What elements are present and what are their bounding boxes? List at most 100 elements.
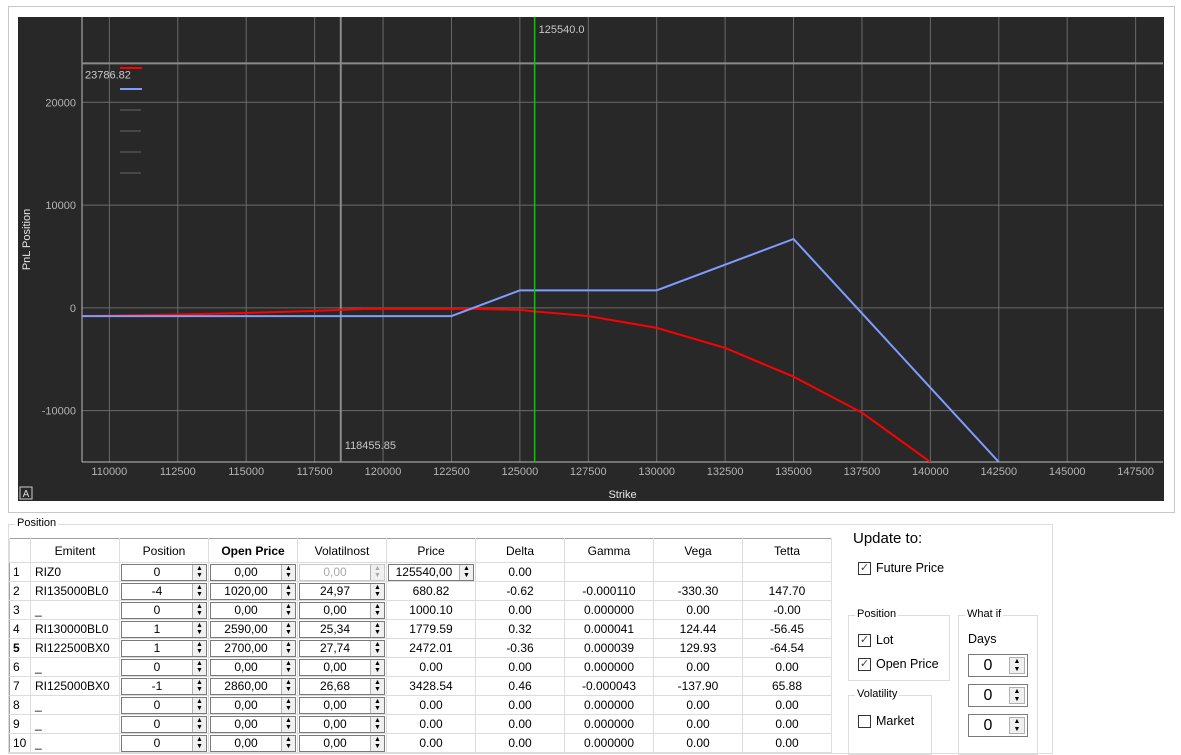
open_price-spinner[interactable]: 0,00 ▲ ▼ <box>210 734 296 752</box>
spin-arrows-icon[interactable]: ▲ ▼ <box>281 602 295 618</box>
open_price-spinner[interactable]: 0,00 ▲ ▼ <box>210 563 296 581</box>
open_price-spinner[interactable]: 0,00 ▲ ▼ <box>210 715 296 733</box>
spin-arrows-icon[interactable]: ▲ ▼ <box>281 640 295 656</box>
open_price-spinner[interactable]: 2700,00 ▲ ▼ <box>210 639 296 657</box>
open_price-spinner[interactable]: 0,00 ▲ ▼ <box>210 601 296 619</box>
column-header[interactable]: Gamma <box>564 538 654 563</box>
table-row[interactable]: 6 _ 0 ▲ ▼ 0,00 ▲ ▼ 0,00 ▲ ▼ 0.00 0.00 0.000000 0.00 0.0… <box>9 657 832 677</box>
vol-spinner[interactable]: 27,74 ▲ ▼ <box>299 639 385 657</box>
spin-arrows-icon[interactable]: ▲ ▼ <box>192 678 206 694</box>
whatif-days-spinner[interactable]: 0 ▲ ▼ <box>968 654 1028 677</box>
cell-position: 0 ▲ ▼ <box>119 714 209 734</box>
table-row[interactable]: 3 _ 0 ▲ ▼ 0,00 ▲ ▼ 0,00 ▲ ▼ 1000.10 0.00 0.000000 0.00… <box>9 600 832 620</box>
vol-spinner[interactable]: 0,00 ▲ ▼ <box>299 715 385 733</box>
whatif-spinner-3[interactable]: 0 ▲ ▼ <box>968 714 1028 737</box>
cell-delta: 0.00 <box>475 562 565 582</box>
spin-arrows-icon[interactable]: ▲ ▼ <box>281 621 295 637</box>
spin-arrows-icon[interactable]: ▲ ▼ <box>370 716 384 732</box>
cell-vega: 0.00 <box>653 695 743 715</box>
spin-arrows-icon[interactable]: ▲ ▼ <box>281 697 295 713</box>
spin-arrows-icon[interactable]: ▲ ▼ <box>192 659 206 675</box>
spin-arrows-icon[interactable]: ▲ ▼ <box>281 716 295 732</box>
spin-arrows-icon[interactable]: ▲ ▼ <box>192 697 206 713</box>
spin-arrows-icon[interactable]: ▲ ▼ <box>1009 687 1025 704</box>
vol-spinner[interactable]: 25,34 ▲ ▼ <box>299 620 385 638</box>
table-row[interactable]: 9 _ 0 ▲ ▼ 0,00 ▲ ▼ 0,00 ▲ ▼ 0.00 0.00 0.000000 0.00 0.0… <box>9 714 832 734</box>
spin-arrows-icon[interactable]: ▲ ▼ <box>1009 657 1025 674</box>
spin-arrows-icon[interactable]: ▲ ▼ <box>370 735 384 751</box>
cell-vol: 27,74 ▲ ▼ <box>297 638 387 658</box>
cell-delta: 0.46 <box>475 676 565 696</box>
spin-arrows-icon[interactable]: ▲ ▼ <box>281 659 295 675</box>
table-row[interactable]: 2 RI135000BL0 -4 ▲ ▼ 1020,00 ▲ ▼ 24,97 ▲ ▼ 680.82 -0… <box>9 581 832 601</box>
column-header[interactable]: Position <box>119 538 209 563</box>
column-header[interactable]: Emitent <box>30 538 120 563</box>
vol-spinner[interactable]: 0,00 ▲ ▼ <box>299 658 385 676</box>
spin-arrows-icon[interactable]: ▲ ▼ <box>192 735 206 751</box>
vol-spinner[interactable]: 0,00 ▲ ▼ <box>299 696 385 714</box>
spin-arrows-icon[interactable]: ▲ ▼ <box>281 583 295 599</box>
spin-arrows-icon[interactable]: ▲ ▼ <box>192 564 206 580</box>
market-checkbox[interactable]: Market <box>858 714 914 728</box>
spin-arrows-icon[interactable]: ▲ ▼ <box>281 678 295 694</box>
spin-arrows-icon[interactable]: ▲ ▼ <box>370 583 384 599</box>
spin-arrows-icon[interactable]: ▲ ▼ <box>370 564 384 580</box>
spin-arrows-icon[interactable]: ▲ ▼ <box>192 716 206 732</box>
spin-arrows-icon[interactable]: ▲ ▼ <box>370 659 384 675</box>
spin-arrows-icon[interactable]: ▲ ▼ <box>192 602 206 618</box>
column-header[interactable]: Vega <box>653 538 743 563</box>
spin-arrows-icon[interactable]: ▲ ▼ <box>281 564 295 580</box>
open_price-spinner[interactable]: 2590,00 ▲ ▼ <box>210 620 296 638</box>
column-header[interactable]: Delta <box>475 538 565 563</box>
position-spinner[interactable]: 0 ▲ ▼ <box>121 715 207 733</box>
position-spinner[interactable]: 0 ▲ ▼ <box>121 734 207 752</box>
vol-spinner[interactable]: 24,97 ▲ ▼ <box>299 582 385 600</box>
cursor-label: 125540.0 <box>539 24 585 36</box>
position-spinner[interactable]: -4 ▲ ▼ <box>121 582 207 600</box>
table-row[interactable]: 10 _ 0 ▲ ▼ 0,00 ▲ ▼ 0,00 ▲ ▼ 0.00 0.00 0.000000 0.00 0.… <box>9 733 832 753</box>
open_price-spinner[interactable]: 2860,00 ▲ ▼ <box>210 677 296 695</box>
future-price-checkbox[interactable]: ✓ Future Price <box>858 561 944 575</box>
x-axis-label: Strike <box>608 489 636 501</box>
position-spinner[interactable]: 0 ▲ ▼ <box>121 601 207 619</box>
table-row[interactable]: 5 RI122500BX0 1 ▲ ▼ 2700,00 ▲ ▼ 27,74 ▲ ▼ 2472.01 -0… <box>9 638 832 658</box>
position-spinner[interactable]: 1 ▲ ▼ <box>121 620 207 638</box>
spin-arrows-icon[interactable]: ▲ ▼ <box>370 697 384 713</box>
lot-checkbox[interactable]: ✓ Lot <box>858 633 893 647</box>
open_price-spinner[interactable]: 0,00 ▲ ▼ <box>210 696 296 714</box>
column-header[interactable]: Price <box>386 538 476 563</box>
position-spinner[interactable]: -1 ▲ ▼ <box>121 677 207 695</box>
vol-spinner[interactable]: 0,00 ▲ ▼ <box>299 601 385 619</box>
position-spinner[interactable]: 0 ▲ ▼ <box>121 658 207 676</box>
table-row[interactable]: 4 RI130000BL0 1 ▲ ▼ 2590,00 ▲ ▼ 25,34 ▲ ▼ 1779.59 0.… <box>9 619 832 639</box>
open_price-spinner[interactable]: 0,00 ▲ ▼ <box>210 658 296 676</box>
price-spinner[interactable]: 125540,00 ▲ ▼ <box>388 563 474 581</box>
column-header[interactable]: Tetta <box>742 538 832 563</box>
spin-arrows-icon[interactable]: ▲ ▼ <box>281 735 295 751</box>
vol-spinner[interactable]: 0,00 ▲ ▼ <box>299 734 385 752</box>
spin-arrows-icon[interactable]: ▲ ▼ <box>370 678 384 694</box>
spin-arrows-icon[interactable]: ▲ ▼ <box>192 621 206 637</box>
table-row[interactable]: 8 _ 0 ▲ ▼ 0,00 ▲ ▼ 0,00 ▲ ▼ 0.00 0.00 0.000000 0.00 0.0… <box>9 695 832 715</box>
spin-arrows-icon[interactable]: ▲ ▼ <box>192 640 206 656</box>
spin-arrows-icon[interactable]: ▲ ▼ <box>1009 717 1025 734</box>
spin-arrows-icon[interactable]: ▲ ▼ <box>459 564 473 580</box>
position-table[interactable]: Emitent Position Open Price Volatilnost Pric… <box>9 538 832 753</box>
open_price-spinner[interactable]: 1020,00 ▲ ▼ <box>210 582 296 600</box>
column-header[interactable]: Open Price <box>208 538 298 563</box>
position-spinner[interactable]: 0 ▲ ▼ <box>121 696 207 714</box>
whatif-spinner-2[interactable]: 0 ▲ ▼ <box>968 684 1028 707</box>
vol-spinner[interactable]: 0,00 ▲ ▼ <box>299 563 385 581</box>
vol-spinner[interactable]: 26,68 ▲ ▼ <box>299 677 385 695</box>
open-price-checkbox[interactable]: ✓ Open Price <box>858 657 939 671</box>
column-header[interactable]: Volatilnost <box>297 538 387 563</box>
position-spinner[interactable]: 0 ▲ ▼ <box>121 563 207 581</box>
spin-arrows-icon[interactable]: ▲ ▼ <box>370 621 384 637</box>
pnl-chart[interactable]: 110000 112500 115000 117500 120000 122500 1250… <box>18 17 1164 501</box>
spin-arrows-icon[interactable]: ▲ ▼ <box>370 602 384 618</box>
position-spinner[interactable]: 1 ▲ ▼ <box>121 639 207 657</box>
table-row[interactable]: 1 RIZ0 0 ▲ ▼ 0,00 ▲ ▼ 0,00 ▲ ▼ 125540,00 ▲ ▼ 0.00 <box>9 562 832 582</box>
table-row[interactable]: 7 RI125000BX0 -1 ▲ ▼ 2860,00 ▲ ▼ 26,68 ▲ ▼ 3428.54 0… <box>9 676 832 696</box>
spin-arrows-icon[interactable]: ▲ ▼ <box>192 583 206 599</box>
spin-arrows-icon[interactable]: ▲ ▼ <box>370 640 384 656</box>
